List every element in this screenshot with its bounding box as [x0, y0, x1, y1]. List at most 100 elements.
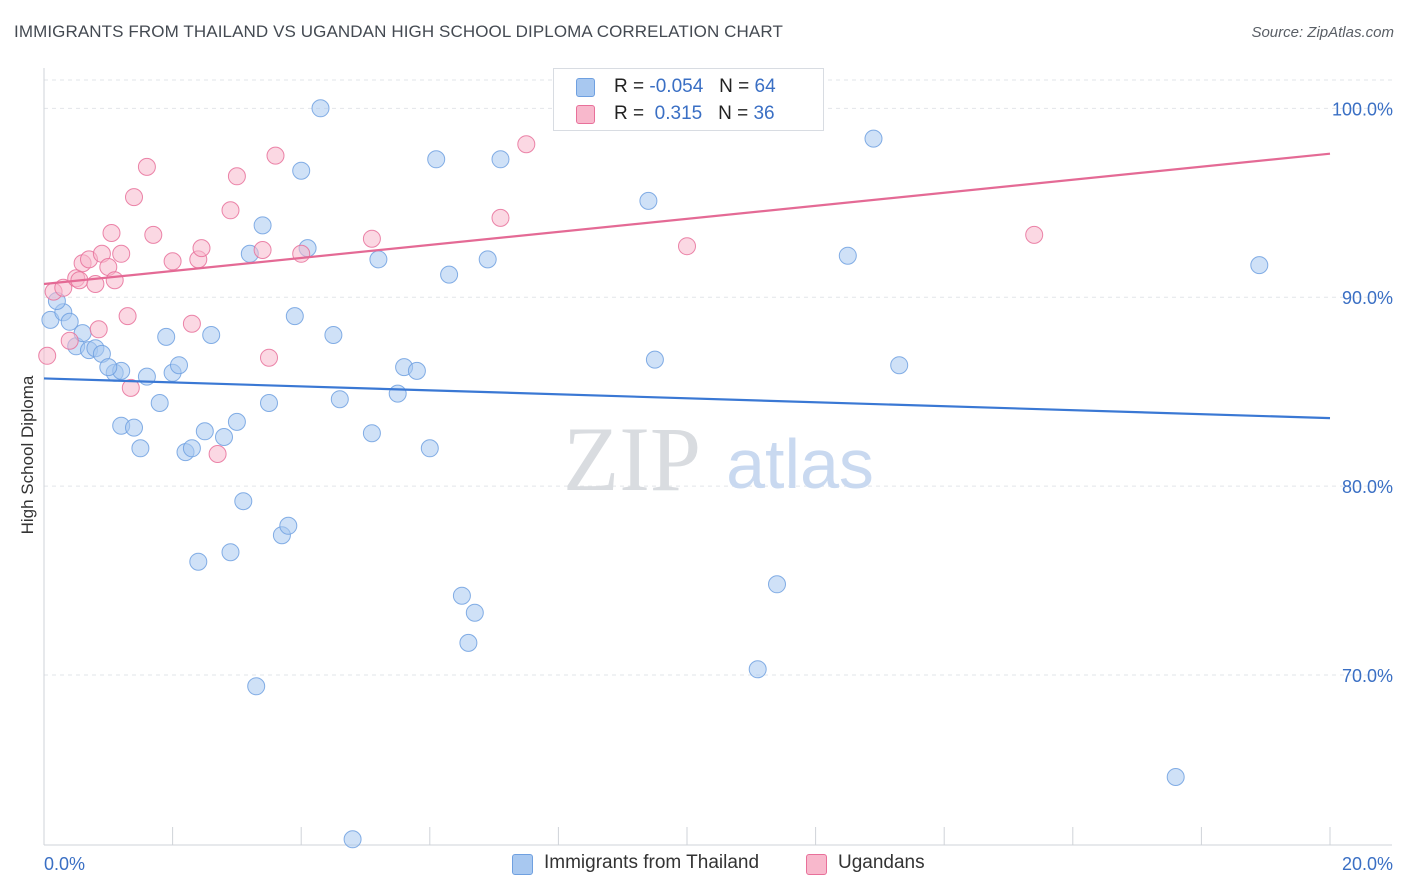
point-ugandans — [163, 252, 182, 271]
point-ugandans — [137, 157, 156, 176]
point-thailand — [150, 394, 169, 412]
point-ugandans — [362, 229, 381, 248]
bottom-legend-swatch-ugandans — [806, 854, 827, 875]
legend-swatch-thailand — [576, 78, 595, 97]
correlation-legend: R = -0.054 N = 64 R = 0.315 N = 36 — [553, 68, 824, 131]
point-thailand — [125, 418, 143, 437]
point-thailand — [427, 150, 446, 169]
point-thailand — [60, 312, 79, 331]
point-ugandans — [208, 445, 227, 463]
point-thailand — [407, 361, 426, 380]
legend-r-value: -0.054 — [649, 76, 704, 97]
point-thailand — [285, 307, 304, 326]
trend-line-thailand — [43, 377, 1331, 420]
point-thailand — [195, 422, 214, 441]
point-ugandans — [260, 348, 278, 367]
point-ugandans — [253, 241, 272, 259]
point-ugandans — [221, 201, 240, 220]
point-ugandans — [102, 224, 121, 242]
point-thailand — [639, 191, 658, 210]
point-thailand — [343, 830, 362, 849]
point-thailand — [838, 246, 857, 265]
point-thailand — [170, 356, 188, 375]
point-ugandans — [266, 146, 285, 165]
point-ugandans — [227, 167, 246, 186]
legend-r-value: 0.315 — [649, 103, 703, 124]
y-tick-label: 70.0% — [1342, 666, 1393, 686]
legend-n-value: 64 — [754, 76, 776, 97]
legend-n-label: N = — [719, 76, 750, 97]
point-thailand — [369, 250, 388, 269]
y-tick-label: 90.0% — [1342, 288, 1393, 308]
point-ugandans — [118, 307, 137, 326]
y-axis-label: High School Diploma — [18, 375, 37, 535]
point-thailand — [890, 356, 909, 375]
axes — [43, 68, 1392, 846]
trend-line-ugandans — [43, 152, 1331, 286]
legend-n-value: 36 — [753, 103, 775, 124]
trend-lines — [43, 152, 1331, 420]
point-thailand — [99, 358, 118, 377]
point-thailand — [202, 326, 221, 344]
point-ugandans — [144, 225, 163, 244]
bottom-legend-swatch-thailand — [512, 854, 533, 875]
point-thailand — [324, 326, 343, 344]
point-thailand — [189, 552, 208, 571]
point-ugandans — [38, 346, 57, 365]
watermark: ZIP atlas — [563, 408, 874, 510]
point-thailand — [478, 250, 497, 269]
point-thailand — [182, 439, 201, 458]
point-thailand — [260, 394, 278, 412]
point-thailand — [221, 543, 240, 562]
point-thailand — [227, 412, 246, 431]
point-thailand — [452, 586, 471, 605]
point-thailand — [1250, 256, 1269, 275]
point-thailand — [311, 99, 330, 118]
point-ugandans — [105, 271, 124, 290]
grid-lines — [44, 79, 1392, 676]
point-thailand — [157, 327, 176, 346]
point-thailand — [292, 161, 311, 180]
point-ugandans — [292, 244, 311, 263]
chart-title: IMMIGRANTS FROM THAILAND VS UGANDAN HIGH… — [14, 22, 783, 41]
point-ugandans — [491, 208, 510, 227]
watermark-atlas: atlas — [726, 425, 874, 503]
point-thailand — [388, 384, 407, 403]
point-ugandans — [182, 314, 201, 333]
point-ugandans — [517, 135, 536, 154]
point-thailand — [131, 439, 150, 458]
point-thailand — [748, 660, 767, 679]
point-ugandans — [60, 331, 79, 350]
point-thailand — [362, 424, 381, 443]
bottom-legend-label-thailand: Immigrants from Thailand — [544, 852, 760, 873]
point-thailand — [459, 633, 478, 652]
bottom-legend-label-ugandans: Ugandans — [838, 852, 925, 873]
point-thailand — [491, 150, 510, 169]
point-ugandans — [89, 320, 108, 339]
point-ugandans — [125, 188, 143, 207]
point-thailand — [330, 390, 349, 409]
watermark-zip: ZIP — [563, 408, 701, 510]
point-thailand — [1166, 768, 1185, 786]
point-thailand — [645, 350, 664, 369]
point-thailand — [215, 428, 233, 446]
point-thailand — [440, 265, 459, 284]
point-ugandans — [121, 378, 140, 397]
point-thailand — [864, 129, 883, 148]
point-ugandans — [112, 244, 131, 263]
point-thailand — [253, 216, 272, 235]
point-thailand — [234, 492, 253, 511]
y-tick-label: 100.0% — [1332, 99, 1393, 119]
point-thailand — [279, 516, 298, 535]
legend-swatch-ugandans — [576, 105, 595, 124]
point-ugandans — [678, 237, 696, 256]
source-label: Source: ZipAtlas.com — [1251, 24, 1394, 41]
legend-n-label: N = — [718, 103, 749, 124]
legend-r-label: R = — [614, 103, 645, 124]
point-ugandans — [192, 239, 211, 258]
tick-labels: 70.0% 80.0% 90.0% 100.0% 0.0% 20.0% — [44, 99, 1393, 874]
point-thailand — [247, 677, 266, 696]
x-tick-label-min: 0.0% — [44, 854, 85, 874]
point-ugandans — [1025, 225, 1044, 244]
